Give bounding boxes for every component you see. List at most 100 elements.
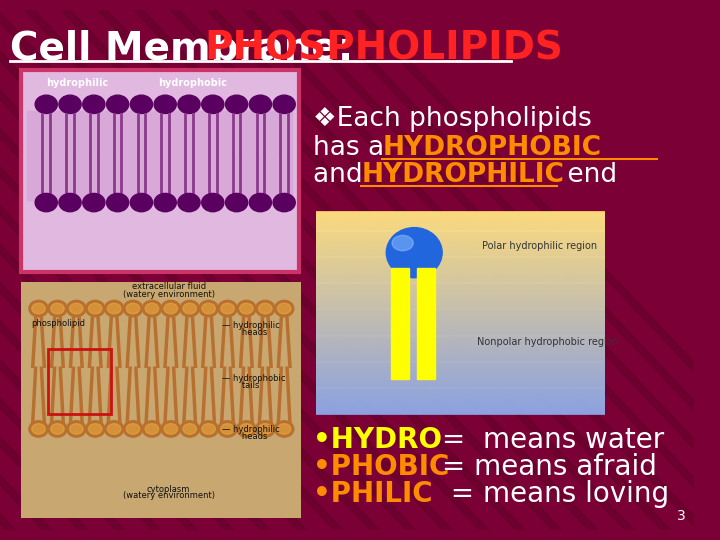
Text: Nonpolar hydrophobic region: Nonpolar hydrophobic region [477,338,618,347]
Ellipse shape [164,424,178,434]
Ellipse shape [59,95,81,113]
Ellipse shape [202,193,224,212]
Text: cytoplasm: cytoplasm [147,484,190,494]
Text: = means afraid: = means afraid [433,453,657,481]
Ellipse shape [256,421,275,437]
Bar [417,268,436,379]
Ellipse shape [178,95,200,113]
Bar [27,111,292,200]
Ellipse shape [29,421,48,437]
Ellipse shape [273,95,295,113]
Ellipse shape [83,193,105,212]
Ellipse shape [237,300,256,317]
Ellipse shape [29,300,48,317]
Ellipse shape [256,300,275,317]
Text: hydrophilic: hydrophilic [46,78,108,88]
Text: = means loving: = means loving [433,480,670,508]
Text: extracellular fluid: extracellular fluid [132,282,206,291]
Text: and: and [313,162,371,188]
Text: hydrophobic: hydrophobic [158,78,227,88]
Ellipse shape [32,424,45,434]
Ellipse shape [180,300,199,317]
Ellipse shape [221,303,234,314]
Ellipse shape [145,424,158,434]
Ellipse shape [277,303,291,314]
Ellipse shape [107,95,129,113]
Text: HYDROPHILIC: HYDROPHILIC [361,162,564,188]
Ellipse shape [35,95,58,113]
Ellipse shape [67,421,86,437]
Text: =  means water: = means water [433,426,665,454]
Ellipse shape [225,95,248,113]
Ellipse shape [59,193,81,212]
Text: Cell Membrane:: Cell Membrane: [9,30,380,68]
Ellipse shape [86,300,105,317]
Ellipse shape [164,303,178,314]
Ellipse shape [258,424,272,434]
Ellipse shape [107,193,129,212]
Ellipse shape [154,193,176,212]
Ellipse shape [154,95,176,113]
Text: — hydrophobic: — hydrophobic [222,374,285,383]
Text: ❖Each phospholipids: ❖Each phospholipids [313,106,592,132]
Ellipse shape [258,303,272,314]
Ellipse shape [392,235,413,251]
Ellipse shape [202,424,215,434]
Ellipse shape [274,421,294,437]
Ellipse shape [123,300,143,317]
FancyBboxPatch shape [21,281,300,517]
Ellipse shape [48,300,67,317]
Text: •HYDRO: •HYDRO [313,426,442,454]
Ellipse shape [50,424,64,434]
Ellipse shape [249,193,271,212]
Text: — hydrophilic: — hydrophilic [222,425,279,434]
Ellipse shape [218,421,237,437]
Ellipse shape [48,421,67,437]
Text: end: end [559,162,617,188]
Ellipse shape [104,300,124,317]
Ellipse shape [274,300,294,317]
Ellipse shape [70,303,83,314]
Ellipse shape [178,193,200,212]
Ellipse shape [143,300,161,317]
Bar [391,268,410,379]
Ellipse shape [161,421,181,437]
Ellipse shape [221,424,234,434]
Text: phospholipid: phospholipid [31,319,85,328]
Text: PHOSPHOLIPIDS: PHOSPHOLIPIDS [204,30,563,68]
Text: 3: 3 [677,509,686,523]
Ellipse shape [387,228,442,278]
Ellipse shape [130,193,153,212]
Text: heads: heads [234,328,267,336]
Ellipse shape [199,421,218,437]
Text: heads: heads [234,431,267,441]
Ellipse shape [161,300,181,317]
Text: •PHOBIC: •PHOBIC [313,453,449,481]
Ellipse shape [202,95,224,113]
FancyBboxPatch shape [21,70,299,272]
Ellipse shape [225,193,248,212]
Ellipse shape [218,300,237,317]
Ellipse shape [35,193,58,212]
Ellipse shape [130,95,153,113]
Ellipse shape [249,95,271,113]
Text: (watery environment): (watery environment) [122,491,215,500]
Bar [48,349,111,415]
Ellipse shape [143,421,161,437]
Text: Polar hydrophilic region: Polar hydrophilic region [482,241,597,251]
Ellipse shape [199,300,218,317]
Ellipse shape [202,303,215,314]
Ellipse shape [86,421,105,437]
Ellipse shape [237,421,256,437]
Ellipse shape [89,424,102,434]
Ellipse shape [83,95,105,113]
Ellipse shape [240,303,253,314]
Ellipse shape [123,421,143,437]
Ellipse shape [32,303,45,314]
Ellipse shape [180,421,199,437]
Ellipse shape [240,424,253,434]
Ellipse shape [126,424,140,434]
Bar [27,316,294,437]
Ellipse shape [277,424,291,434]
Text: has a: has a [313,135,392,161]
